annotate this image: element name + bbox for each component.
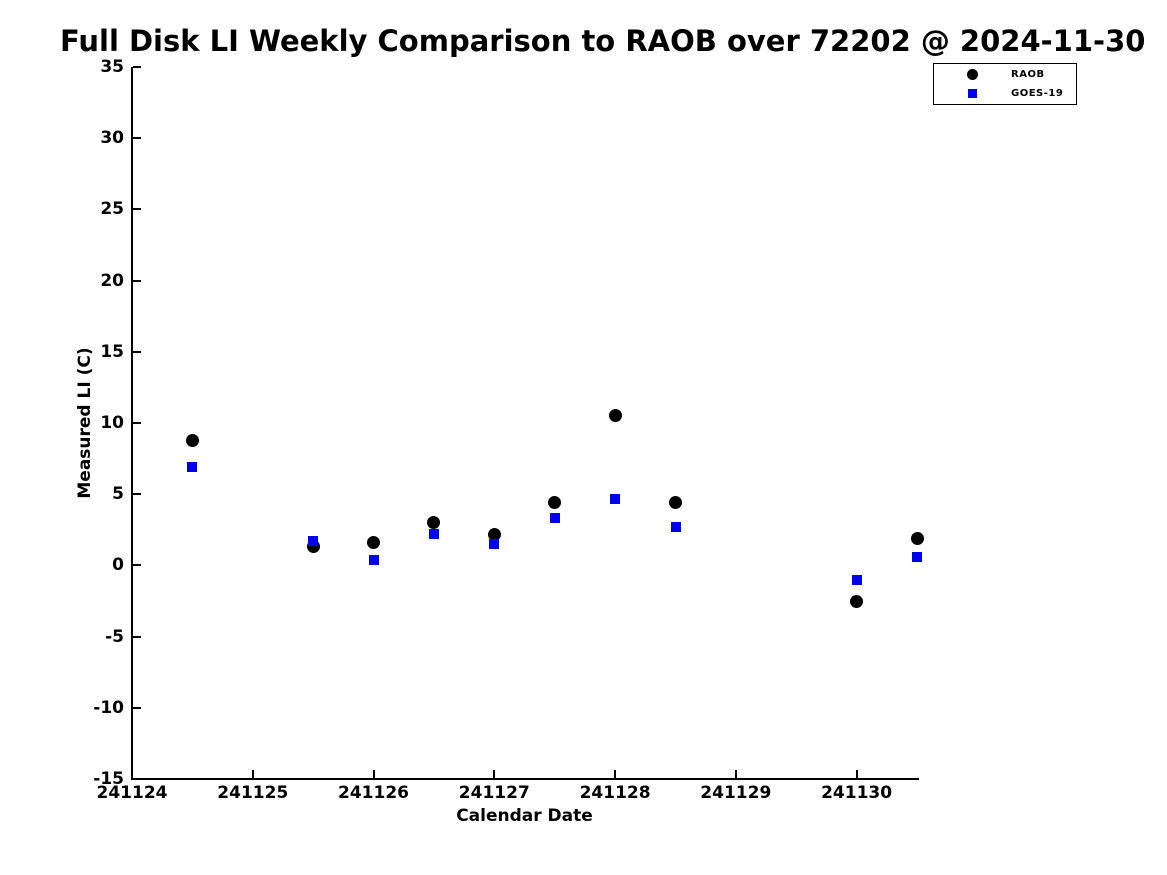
legend-label-raob: RAOB [1011, 69, 1045, 80]
data-point-goes-19 [368, 554, 379, 565]
legend-item-goes19: GOES-19 [934, 85, 1076, 102]
y-tick-label: 10 [100, 413, 124, 433]
data-point-raob [548, 496, 562, 510]
legend-label-goes19: GOES-19 [1011, 88, 1064, 99]
data-point-goes-19 [308, 536, 319, 547]
data-point-raob [367, 536, 380, 550]
y-tick [133, 66, 141, 68]
y-tick-label: 15 [100, 341, 124, 362]
legend: RAOB GOES-19 [933, 63, 1077, 105]
data-point-raob [185, 433, 199, 447]
x-tick [131, 770, 133, 778]
y-tick-label: 5 [112, 484, 124, 505]
data-point-goes-19 [549, 513, 560, 524]
data-point-goes-19 [489, 539, 500, 549]
x-tick [614, 770, 617, 778]
x-tick [855, 770, 858, 778]
x-tick [251, 770, 254, 778]
x-tick-label: 241130 [821, 783, 893, 803]
y-tick-label: 25 [100, 199, 124, 220]
x-axis-spine [131, 778, 919, 780]
y-tick-label: -5 [105, 626, 124, 647]
x-tick-label: 241125 [217, 783, 289, 803]
data-point-raob [850, 594, 864, 608]
data-point-goes-19 [670, 522, 681, 532]
x-tick-label: 241127 [458, 783, 530, 803]
y-tick [133, 137, 141, 140]
y-tick-label: 35 [100, 57, 124, 77]
chart-title: Full Disk LI Weekly Comparison to RAOB o… [60, 24, 1146, 58]
data-point-raob [608, 409, 622, 423]
data-point-raob [669, 496, 682, 510]
x-tick [372, 770, 375, 778]
data-point-raob [910, 531, 924, 545]
data-point-goes-19 [428, 529, 439, 540]
x-axis-label: Calendar Date [456, 806, 593, 826]
raob-circle-marker-icon [967, 69, 978, 80]
y-tick-label: 20 [100, 270, 124, 291]
x-tick-label: 241128 [579, 783, 651, 803]
data-point-goes-19 [187, 462, 198, 473]
x-tick [734, 770, 737, 778]
y-axis-spine [131, 67, 133, 780]
data-point-goes-19 [851, 574, 862, 585]
y-tick [133, 279, 141, 282]
y-tick [133, 778, 141, 780]
y-tick [133, 493, 141, 496]
y-tick-label: 0 [112, 555, 124, 576]
legend-item-raob: RAOB [934, 66, 1076, 83]
y-tick-label: 30 [100, 128, 124, 149]
goes19-square-marker-icon [968, 89, 977, 98]
y-tick-label: -15 [93, 769, 124, 789]
data-point-goes-19 [610, 493, 621, 504]
y-tick [133, 706, 141, 709]
y-tick [133, 422, 141, 424]
y-tick [133, 635, 141, 638]
x-tick-label: 241124 [96, 783, 168, 803]
data-point-raob [487, 527, 501, 541]
y-tick-label: -10 [93, 697, 124, 718]
x-tick-label: 241126 [338, 783, 409, 803]
y-tick [133, 350, 141, 353]
y-tick [133, 208, 141, 211]
x-tick [493, 770, 496, 778]
data-point-raob [427, 516, 441, 530]
data-point-goes-19 [912, 551, 922, 562]
y-tick [133, 564, 141, 567]
x-tick-label: 241129 [700, 783, 772, 803]
